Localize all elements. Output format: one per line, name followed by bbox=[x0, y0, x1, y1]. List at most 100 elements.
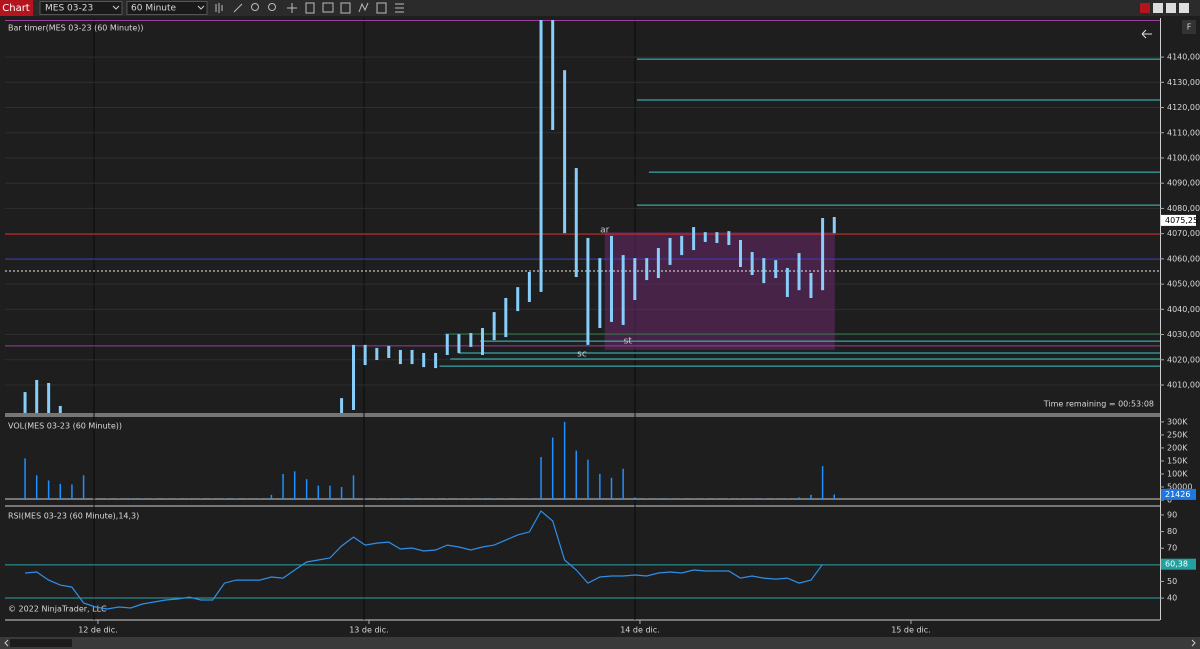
volume-bar bbox=[35, 475, 38, 500]
price-bar bbox=[762, 258, 766, 284]
drawing-label: ar bbox=[600, 226, 610, 236]
properties-icon[interactable] bbox=[305, 2, 315, 14]
session-lines bbox=[93, 18, 636, 620]
volume-bar bbox=[317, 485, 320, 500]
y-tick-label: 40 bbox=[1167, 594, 1177, 603]
volume-bar bbox=[704, 498, 707, 500]
zoom-out-icon[interactable] bbox=[268, 3, 276, 11]
crosshair-icon[interactable] bbox=[287, 3, 297, 13]
volume-bar bbox=[364, 498, 366, 500]
price-bar bbox=[609, 235, 613, 322]
volume-bar bbox=[645, 498, 648, 500]
volume-bar bbox=[71, 484, 73, 500]
volume-bar bbox=[458, 498, 460, 500]
draw-icon[interactable] bbox=[233, 3, 243, 13]
volume-bar bbox=[235, 498, 237, 500]
bars-icon[interactable] bbox=[215, 3, 223, 13]
volume-bar bbox=[94, 498, 97, 500]
back-arrow[interactable] bbox=[1141, 29, 1152, 39]
current-value-label: 4075,25 bbox=[1165, 216, 1198, 225]
side-button[interactable] bbox=[1182, 20, 1196, 34]
y-tick-label: 80 bbox=[1167, 527, 1177, 536]
zoom-in-icon[interactable] bbox=[251, 3, 259, 11]
menu-icon[interactable] bbox=[395, 3, 404, 13]
toolbar-bg bbox=[0, 0, 1200, 16]
minimize-button[interactable] bbox=[1153, 3, 1163, 13]
price-bar bbox=[656, 248, 660, 279]
volume-bar bbox=[563, 421, 566, 500]
instrument-select[interactable] bbox=[39, 1, 123, 15]
volume-bar bbox=[634, 497, 636, 500]
volume-bar bbox=[821, 466, 824, 500]
price-bar bbox=[645, 258, 649, 281]
scroll-arrows[interactable] bbox=[4, 639, 1196, 647]
volume-bar bbox=[481, 498, 484, 500]
volume-bar bbox=[751, 498, 753, 500]
volume-bar bbox=[505, 498, 507, 500]
close-button[interactable] bbox=[1179, 3, 1189, 13]
window-button[interactable] bbox=[1140, 3, 1150, 13]
volume-bar bbox=[247, 498, 249, 500]
volume-bar bbox=[411, 498, 413, 500]
price-bar bbox=[481, 327, 485, 355]
y-tick-label: 100K bbox=[1167, 469, 1188, 478]
panel-frames bbox=[5, 18, 1161, 621]
volume-bar bbox=[680, 498, 683, 500]
panel-title: Bar timer(MES 03-23 (60 Minute)) bbox=[8, 24, 143, 33]
price-bar bbox=[738, 239, 742, 267]
y-tick-label: 4050,00 bbox=[1167, 280, 1200, 289]
price-bar bbox=[598, 258, 602, 328]
y-tick-label: 300K bbox=[1167, 417, 1188, 426]
y-tick-label: 4020,00 bbox=[1167, 355, 1200, 364]
current-value-badge bbox=[1161, 558, 1196, 570]
price-bar bbox=[35, 379, 39, 413]
y-tick-label: 4070,00 bbox=[1167, 229, 1200, 238]
price-bar bbox=[527, 271, 531, 303]
volume-bar bbox=[575, 450, 578, 500]
price-bar bbox=[492, 312, 496, 341]
timer-annotation: Time remaining = 00:53:08 bbox=[1043, 400, 1154, 409]
volume-bar bbox=[587, 459, 589, 500]
interval-select[interactable] bbox=[126, 1, 208, 15]
price-bar bbox=[516, 287, 520, 312]
snapshot-icon[interactable] bbox=[340, 2, 351, 14]
chart-button[interactable] bbox=[0, 0, 33, 16]
chart-button-label[interactable]: Chart bbox=[2, 3, 30, 14]
volume-bar bbox=[258, 498, 261, 500]
y-tick-label: 200K bbox=[1167, 443, 1188, 452]
current-value-label: 21426 bbox=[1165, 490, 1190, 499]
toolbar: Chart MES 03-23 60 Minute bbox=[0, 0, 1200, 16]
volume-bar bbox=[387, 498, 390, 500]
volume-bar bbox=[106, 498, 108, 500]
maximize-button[interactable] bbox=[1166, 3, 1176, 13]
interval-label[interactable]: 60 Minute bbox=[131, 4, 177, 14]
drawing-label: sc bbox=[577, 349, 587, 359]
volume-bar bbox=[728, 498, 730, 500]
scrollbar[interactable] bbox=[0, 637, 1200, 649]
scrollbar-thumb[interactable] bbox=[10, 639, 72, 647]
price-bar bbox=[58, 405, 62, 413]
price-bar bbox=[352, 344, 356, 410]
volume-bar bbox=[223, 498, 226, 500]
price-bar bbox=[539, 20, 543, 292]
indicator-icon[interactable] bbox=[358, 2, 369, 13]
volume-bar bbox=[47, 480, 50, 500]
y-tick-label: 70 bbox=[1167, 544, 1177, 553]
panel-title: VOL(MES 03-23 (60 Minute)) bbox=[8, 422, 122, 431]
strategy-icon[interactable] bbox=[376, 2, 387, 14]
price-bar bbox=[410, 349, 414, 365]
volume-bar bbox=[118, 498, 120, 500]
side-button-label[interactable]: F bbox=[1187, 23, 1192, 32]
volume-bar bbox=[434, 498, 437, 500]
price-bar bbox=[363, 344, 367, 366]
template-icon[interactable] bbox=[322, 2, 334, 13]
volume-bar bbox=[798, 497, 800, 500]
y-tick-label: 4100,00 bbox=[1167, 153, 1200, 162]
price-bar bbox=[563, 70, 567, 234]
price-bar bbox=[586, 237, 590, 345]
volume-bar bbox=[270, 494, 273, 500]
instrument-label[interactable]: MES 03-23 bbox=[45, 4, 93, 14]
volume-bar bbox=[599, 473, 601, 500]
volume-bar bbox=[293, 471, 296, 500]
